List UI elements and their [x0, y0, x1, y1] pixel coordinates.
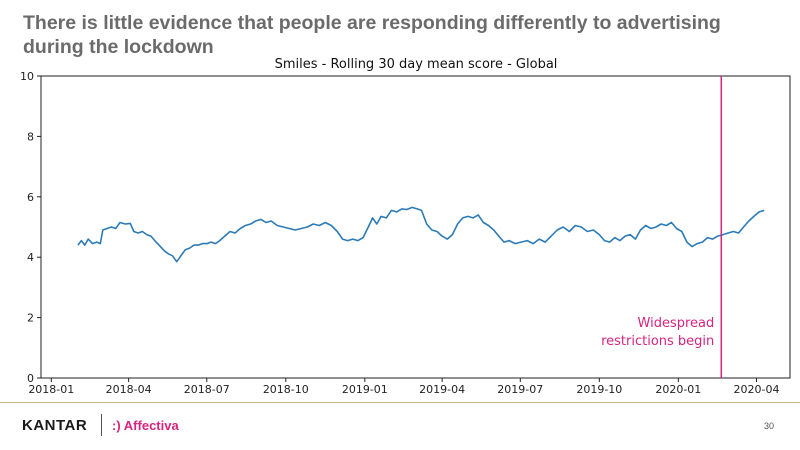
series-line-smiles: [77, 206, 765, 263]
chart-title: Smiles - Rolling 30 day mean score - Glo…: [275, 57, 558, 72]
y-tick-label: 6: [27, 191, 34, 204]
y-tick-label: 0: [27, 372, 34, 385]
x-tick-label: 2019-07: [497, 383, 543, 396]
kantar-logo: KANTAR: [22, 417, 88, 434]
x-tick-label: 2018-01: [28, 383, 74, 396]
x-tick-label: 2018-10: [263, 383, 309, 396]
y-tick-label: 4: [27, 251, 34, 264]
footer-divider: [0, 402, 800, 403]
slide-headline: There is little evidence that people are…: [23, 12, 721, 58]
y-tick-label: 2: [27, 312, 34, 325]
x-tick-label: 2019-04: [419, 383, 465, 396]
x-tick-label: 2019-01: [342, 383, 388, 396]
logo-separator: [101, 414, 102, 436]
x-tick-label: 2019-10: [576, 383, 622, 396]
x-tick-label: 2018-04: [106, 383, 152, 396]
x-axis: 2018-01 2018-04 2018-07 2018-10 2019-01 2019-…: [28, 378, 779, 396]
page-number: 30: [764, 421, 775, 431]
x-tick-label: 2020-04: [734, 383, 780, 396]
restrictions-label-line2: restrictions begin: [601, 334, 714, 349]
x-tick-label: 2018-07: [184, 383, 230, 396]
restrictions-label-line1: Widespread: [638, 316, 715, 331]
y-tick-label: 10: [20, 70, 34, 83]
x-tick-label: 2020-01: [655, 383, 701, 396]
plot-frame: [40, 75, 791, 379]
y-axis: 0 2 4 6 8 10: [20, 70, 41, 385]
affectiva-logo: :) Affectiva: [112, 418, 179, 433]
y-tick-label: 8: [27, 130, 34, 143]
